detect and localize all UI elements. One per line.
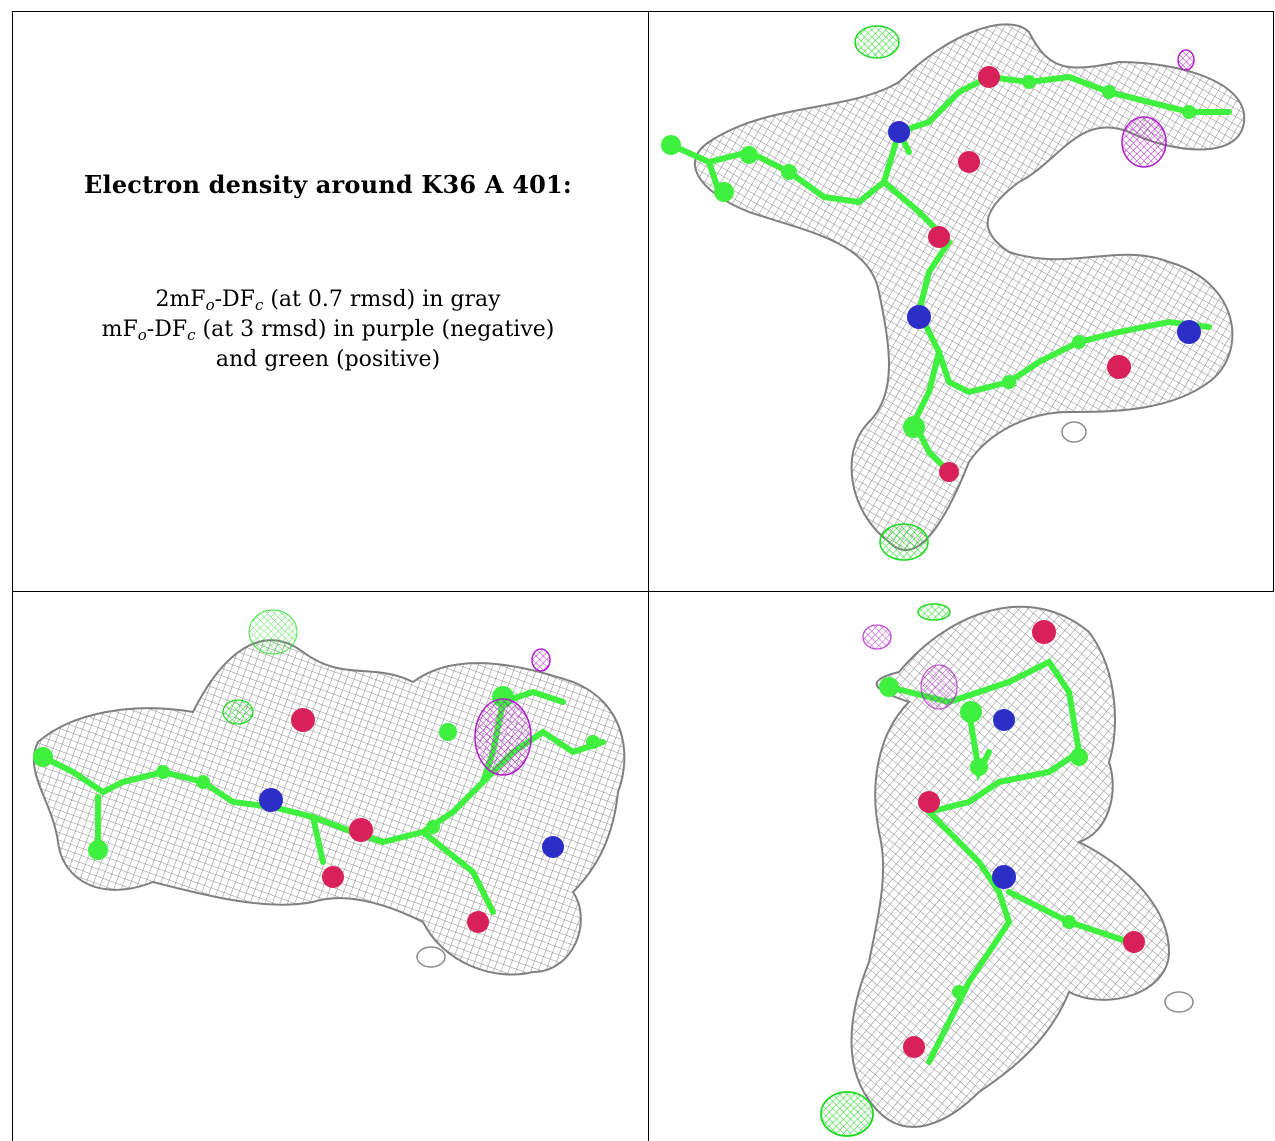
caption-cell: Electron density around K36 A 401: 2mFo-… (12, 0, 644, 580)
caption-line-3: and green (positive) (215, 347, 441, 372)
model-atoms (33, 686, 600, 933)
table-border-top (12, 11, 1274, 12)
view-top-right (649, 12, 1273, 591)
table-border-left (12, 11, 13, 1141)
density-view-bottom-right (820, 603, 1194, 1137)
caption-line-1: 2mFo-DFc (at 0.7 rmsd) in gray (155, 287, 501, 314)
model-atoms (879, 620, 1145, 1058)
difference-density (222, 609, 551, 968)
caption-description: 2mFo-DFc (at 0.7 rmsd) in gray mFo-DFc (… (12, 285, 644, 375)
density-view-top-right (661, 23, 1246, 561)
table-border-center (648, 11, 649, 1141)
gray-density-mesh (693, 23, 1246, 551)
table-border-right (1273, 11, 1274, 591)
view-bottom-left (13, 592, 648, 1141)
difference-density (854, 25, 1195, 561)
table-border-middle (12, 591, 1274, 592)
difference-density (820, 603, 1194, 1137)
density-view-bottom-left (32, 609, 626, 976)
caption-line-2: mFo-DFc (at 3 rmsd) in purple (negative) (101, 317, 555, 344)
view-bottom-right (649, 592, 1275, 1141)
caption-title: Electron density around K36 A 401: (84, 170, 572, 199)
model-atoms (661, 66, 1201, 482)
